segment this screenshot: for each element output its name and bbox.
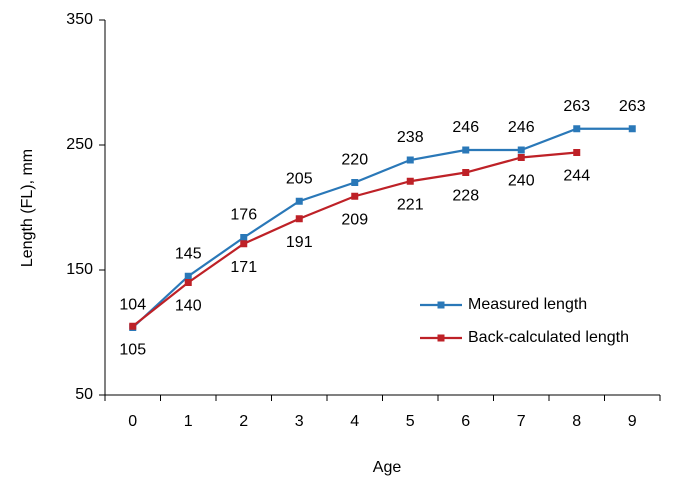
value-label: 240 (508, 173, 535, 190)
y-tick-label: 50 (75, 386, 93, 403)
point-marker (517, 154, 525, 161)
value-label: 171 (230, 259, 257, 276)
point-marker (184, 272, 192, 280)
value-label: 228 (452, 188, 479, 205)
point-marker (351, 192, 359, 200)
x-tick-label: 5 (406, 413, 415, 430)
value-label: 244 (563, 168, 590, 185)
legend-label: Back-calculated length (468, 329, 629, 346)
value-label: 209 (341, 211, 368, 228)
point-marker (462, 169, 470, 176)
value-label: 246 (508, 119, 535, 136)
legend-label: Measured length (468, 296, 587, 313)
point-marker (462, 146, 470, 154)
y-tick-label: 350 (66, 11, 93, 28)
value-label: 191 (286, 234, 313, 251)
x-tick-label: 2 (239, 413, 248, 430)
x-tick-label: 4 (350, 413, 359, 430)
point-marker (240, 240, 248, 248)
point-marker (295, 215, 303, 223)
point-marker (240, 234, 248, 241)
value-label: 221 (397, 196, 424, 213)
value-label: 140 (175, 298, 202, 315)
x-tick-label: 6 (461, 413, 470, 430)
point-marker (129, 322, 137, 330)
value-label: 246 (452, 119, 479, 136)
point-marker (517, 146, 525, 154)
point-marker (406, 156, 414, 164)
value-label: 263 (619, 98, 646, 115)
value-label: 145 (175, 245, 202, 262)
point-marker (573, 125, 581, 133)
x-tick-label: 8 (572, 413, 581, 430)
value-label: 220 (341, 152, 368, 169)
series-line (132, 127, 633, 329)
point-marker (295, 197, 303, 205)
y-tick-label: 150 (66, 261, 93, 278)
value-label: 176 (230, 207, 257, 224)
point-marker (573, 149, 581, 156)
point-marker (628, 125, 636, 133)
x-tick-label: 3 (295, 413, 304, 430)
value-label: 104 (119, 297, 146, 314)
point-marker (184, 279, 192, 286)
x-tick-label: 0 (128, 413, 137, 430)
point-marker (351, 179, 359, 186)
y-tick-label: 250 (66, 136, 93, 153)
value-label: 105 (119, 341, 146, 358)
x-tick-label: 7 (517, 413, 526, 430)
value-label: 205 (286, 170, 313, 187)
x-tick-label: 9 (628, 413, 637, 430)
x-tick-label: 1 (184, 413, 193, 430)
value-label: 238 (397, 129, 424, 146)
point-marker (406, 177, 414, 185)
y-axis-label: Length (FL), mm (19, 149, 36, 267)
x-axis-label: Age (373, 459, 402, 476)
value-label: 263 (563, 98, 590, 115)
legend-marker (437, 301, 445, 309)
legend-marker (437, 334, 445, 342)
